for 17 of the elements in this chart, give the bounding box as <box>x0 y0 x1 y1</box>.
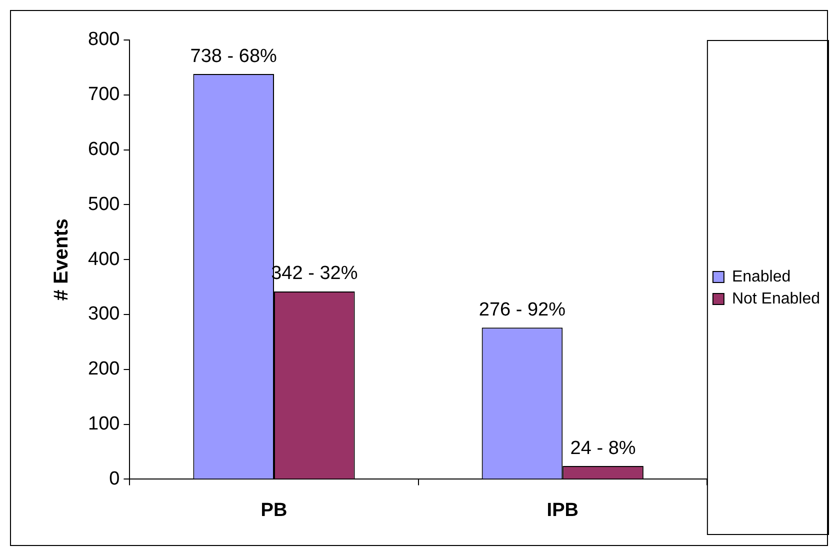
data-label: 24 - 8% <box>570 438 636 459</box>
y-tick-label: 400 <box>88 248 120 270</box>
data-label: 276 - 92% <box>478 299 566 320</box>
data-label: 738 - 68% <box>190 46 278 67</box>
y-tick-label: 600 <box>88 139 120 160</box>
y-tick-label: 200 <box>88 358 120 380</box>
x-tick-label: PB <box>260 500 288 521</box>
legend-label: Not Enabled <box>732 290 820 308</box>
legend-label: Enabled <box>732 268 791 286</box>
y-tick-label: 700 <box>88 84 120 106</box>
y-tick-label: 500 <box>88 194 120 215</box>
x-tick-label: IPB <box>546 500 578 521</box>
y-axis-title: # Events <box>50 218 73 301</box>
y-tick-label: 300 <box>88 304 120 325</box>
y-tick-label: 800 <box>88 29 120 50</box>
y-tick-label: 0 <box>109 468 120 490</box>
y-tick-label: 100 <box>88 414 120 435</box>
